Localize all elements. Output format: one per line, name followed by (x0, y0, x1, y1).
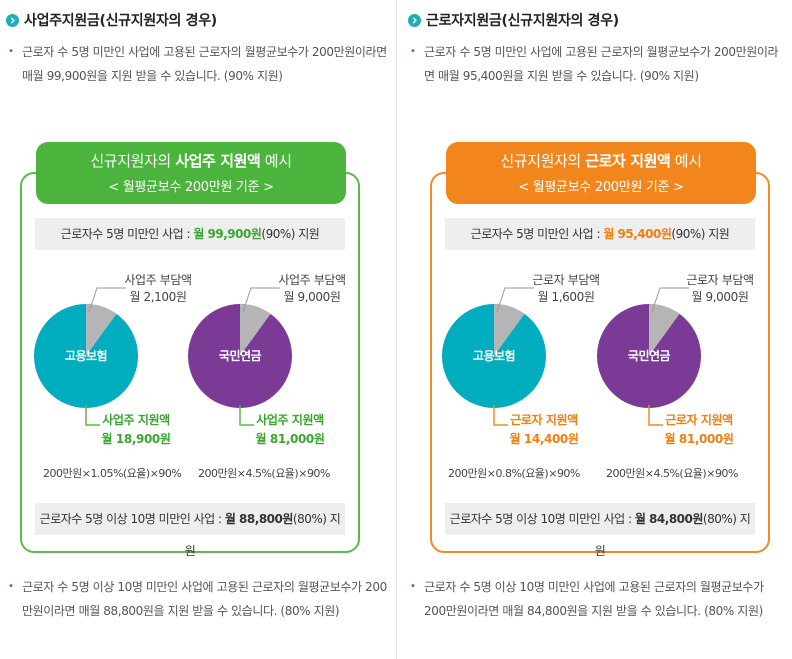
pie-label: 고용보험 (472, 349, 516, 363)
support-note: 사업주 지원액 월 81,000원 (255, 413, 325, 446)
bullet-icon: • (8, 581, 14, 592)
burden-note: 근로자 부담액 월 9,000원 (686, 273, 754, 304)
section-title-text: 근로자지원금(신규지원자의 경우) (426, 13, 619, 29)
outro-text: 근로자 수 5명 이상 10명 미만인 사업에 고용된 근로자의 월평균보수가 … (424, 580, 764, 618)
formula-text: 200만원×1.05%(요율)×90% (43, 467, 182, 480)
burden-slice (86, 304, 117, 356)
chevron-right-icon (408, 13, 421, 27)
employment-insurance-pie: 고용보험 (33, 303, 139, 409)
burden-slice (240, 304, 271, 356)
section-title: 사업주지원금(신규지원자의 경우) (6, 10, 217, 30)
card-header-subtitle: < 월평균보수 200만원 기준 > (108, 180, 274, 195)
bullet-icon: • (410, 46, 416, 57)
burden-slice (649, 304, 680, 356)
intro-text: 근로자 수 5명 미만인 사업에 고용된 근로자의 월평균보수가 200만원이라… (424, 45, 779, 83)
burden-note: 사업주 부담액 월 9,000원 (278, 273, 346, 304)
card-header: 신규지원자의 사업주 지원액 예시 < 월평균보수 200만원 기준 > (36, 142, 346, 204)
card-header-subtitle: < 월평균보수 200만원 기준 > (518, 180, 684, 195)
support-leader-line (648, 405, 663, 426)
support-note: 근로자 지원액 월 14,400원 (509, 413, 579, 446)
worker-subsidy-section: 근로자지원금(신규지원자의 경우) • 근로자 수 5명 미만인 사업에 고용된… (396, 0, 792, 659)
support-leader-line (85, 405, 100, 426)
bullet-icon: • (410, 581, 416, 592)
burden-note: 근로자 부담액 월 1,600원 (532, 273, 600, 304)
burden-note: 사업주 부담액 월 2,100원 (124, 273, 192, 304)
outro-paragraph: • 근로자 수 5명 이상 10명 미만인 사업에 고용된 근로자의 월평균보수… (410, 575, 788, 623)
national-pension-pie: 국민연금 (596, 303, 702, 409)
burden-leader-line (242, 287, 280, 313)
burden-leader-line (496, 287, 534, 313)
outro-paragraph: • 근로자 수 5명 이상 10명 미만인 사업에 고용된 근로자의 월평균보수… (8, 575, 392, 623)
support-note: 근로자 지원액 월 81,000원 (664, 413, 734, 446)
support-leader-line (493, 405, 508, 426)
pie-label: 고용보험 (64, 349, 108, 363)
intro-paragraph: • 근로자 수 5명 미만인 사업에 고용된 근로자의 월평균보수가 200만원… (8, 40, 392, 88)
intro-text: 근로자 수 5명 미만인 사업에 고용된 근로자의 월평균보수가 200만원이라… (22, 45, 387, 83)
intro-paragraph: • 근로자 수 5명 미만인 사업에 고용된 근로자의 월평균보수가 200만원… (410, 40, 788, 88)
support-leader-line (239, 405, 254, 426)
burden-leader-line (651, 287, 689, 313)
under5-summary: 근로자수 5명 미만인 사업 : 월 99,900원(90%) 지원 (35, 218, 345, 250)
card-header-title: 신규지원자의 근로자 지원액 예시 (500, 152, 702, 170)
national-pension-pie: 국민연금 (187, 303, 293, 409)
employment-insurance-pie: 고용보험 (441, 303, 547, 409)
formula-text: 200만원×0.8%(요율)×90% (448, 467, 580, 480)
card-header: 신규지원자의 근로자 지원액 예시 < 월평균보수 200만원 기준 > (446, 142, 756, 204)
section-title-text: 사업주지원금(신규지원자의 경우) (24, 13, 217, 29)
burden-leader-line (88, 287, 126, 313)
employer-subsidy-section: 사업주지원금(신규지원자의 경우) • 근로자 수 5명 미만인 사업에 고용된… (6, 10, 392, 623)
column-divider (396, 0, 397, 659)
chevron-right-icon (6, 13, 19, 27)
pie-label: 국민연금 (218, 349, 262, 363)
card-header-title: 신규지원자의 사업주 지원액 예시 (90, 152, 292, 170)
formula-text: 200만원×4.5%(요율)×90% (198, 467, 330, 480)
formula-text: 200만원×4.5%(요율)×90% (606, 467, 738, 480)
5to10-summary: 근로자수 5명 이상 10명 미만인 사업 : 월 84,800원(80%) 지… (445, 503, 755, 558)
under5-summary: 근로자수 5명 미만인 사업 : 월 95,400원(90%) 지원 (445, 218, 755, 250)
5to10-summary: 근로자수 5명 이상 10명 미만인 사업 : 월 88,800원(80%) 지… (35, 503, 345, 558)
pie-label: 국민연금 (627, 349, 671, 363)
support-note: 사업주 지원액 월 18,900원 (101, 413, 171, 446)
bullet-icon: • (8, 46, 14, 57)
outro-text: 근로자 수 5명 이상 10명 미만인 사업에 고용된 근로자의 월평균보수가 … (22, 580, 387, 618)
section-title: 근로자지원금(신규지원자의 경우) (408, 10, 619, 30)
burden-slice (494, 304, 525, 356)
